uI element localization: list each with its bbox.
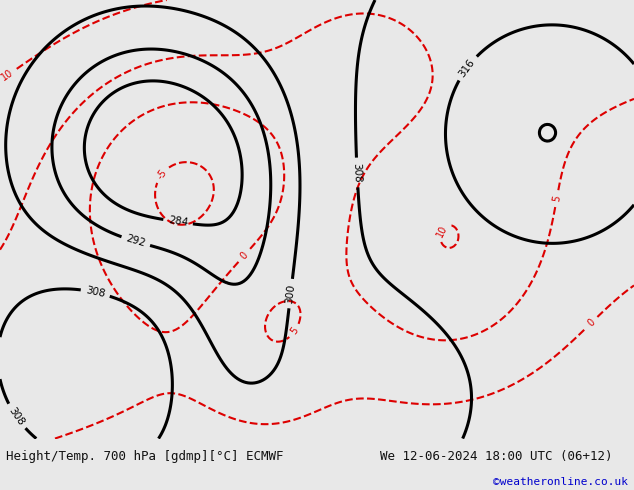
Text: 284: 284 [167,215,189,228]
Text: We 12-06-2024 18:00 UTC (06+12): We 12-06-2024 18:00 UTC (06+12) [380,450,613,463]
Text: 300: 300 [285,283,297,304]
Text: Height/Temp. 700 hPa [gdmp][°C] ECMWF: Height/Temp. 700 hPa [gdmp][°C] ECMWF [6,450,284,463]
Text: 5: 5 [289,325,301,337]
Text: 308: 308 [85,285,106,299]
Text: 308: 308 [352,162,363,183]
Text: ©weatheronline.co.uk: ©weatheronline.co.uk [493,477,628,487]
Text: 308: 308 [6,406,26,427]
Text: 292: 292 [125,234,146,249]
Text: 316: 316 [457,57,477,79]
Text: 10: 10 [434,223,449,239]
Text: 10: 10 [0,68,15,83]
Text: 5: 5 [552,194,562,202]
Text: -5: -5 [155,168,169,181]
Text: 0: 0 [238,250,250,262]
Text: 0: 0 [586,317,597,328]
